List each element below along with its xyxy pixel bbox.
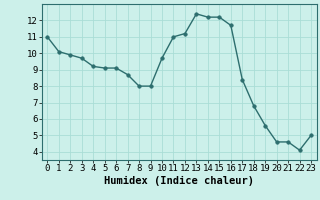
X-axis label: Humidex (Indice chaleur): Humidex (Indice chaleur)	[104, 176, 254, 186]
